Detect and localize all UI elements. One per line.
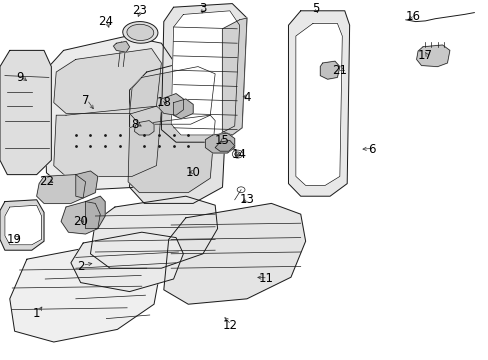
Text: 6: 6 [367, 143, 375, 156]
Text: 16: 16 [405, 10, 420, 23]
Text: 21: 21 [332, 64, 346, 77]
Text: 4: 4 [243, 91, 250, 104]
Text: 14: 14 [232, 148, 246, 161]
Text: 3: 3 [199, 3, 206, 15]
Polygon shape [0, 50, 51, 175]
Polygon shape [173, 99, 193, 119]
Text: 23: 23 [132, 4, 146, 17]
Text: 11: 11 [259, 273, 273, 285]
Ellipse shape [234, 152, 240, 156]
Text: 22: 22 [39, 175, 54, 188]
Text: 9: 9 [16, 71, 23, 84]
Polygon shape [129, 67, 215, 124]
Polygon shape [171, 11, 239, 135]
Polygon shape [163, 203, 305, 304]
Ellipse shape [127, 24, 153, 41]
Text: 5: 5 [311, 3, 319, 15]
Polygon shape [288, 11, 349, 196]
Polygon shape [37, 175, 85, 203]
Polygon shape [44, 36, 173, 191]
Polygon shape [205, 133, 234, 153]
Polygon shape [128, 115, 215, 193]
Polygon shape [222, 18, 246, 135]
Polygon shape [10, 247, 161, 342]
Text: 1: 1 [33, 307, 41, 320]
Ellipse shape [122, 22, 158, 43]
Polygon shape [54, 49, 161, 113]
Text: 10: 10 [185, 166, 200, 179]
Text: 19: 19 [7, 233, 22, 246]
Polygon shape [90, 196, 217, 268]
Polygon shape [159, 94, 183, 115]
Text: 13: 13 [239, 193, 254, 206]
Text: 20: 20 [73, 215, 88, 228]
Text: 17: 17 [417, 49, 432, 62]
Polygon shape [85, 196, 105, 229]
Polygon shape [61, 202, 100, 234]
Text: 7: 7 [81, 94, 89, 107]
Polygon shape [0, 200, 44, 250]
Polygon shape [161, 4, 246, 142]
Text: 18: 18 [156, 96, 171, 109]
Polygon shape [134, 121, 154, 135]
Polygon shape [129, 58, 227, 203]
Polygon shape [113, 41, 129, 52]
Text: 12: 12 [222, 319, 237, 332]
Text: 24: 24 [98, 15, 112, 28]
Polygon shape [320, 61, 339, 79]
Polygon shape [215, 140, 234, 151]
Polygon shape [416, 45, 449, 67]
Text: 8: 8 [130, 118, 138, 131]
Polygon shape [5, 205, 41, 245]
Polygon shape [295, 23, 342, 185]
Polygon shape [54, 106, 161, 176]
Text: 15: 15 [215, 134, 229, 147]
Text: 2: 2 [77, 260, 84, 273]
Polygon shape [71, 232, 183, 292]
Polygon shape [76, 171, 98, 198]
